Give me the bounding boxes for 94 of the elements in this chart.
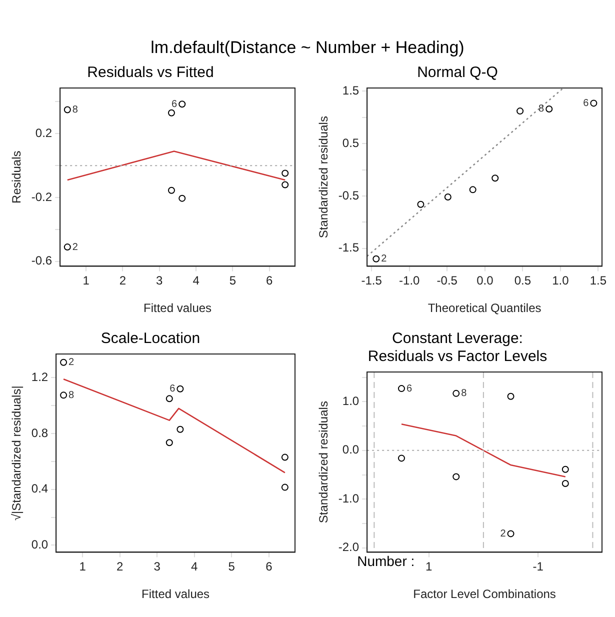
point [166,439,173,446]
point [166,395,173,402]
x-tick-label: 0.0 [476,274,494,288]
y-tick-label: 1.0 [342,394,360,408]
y-tick-label: -1.5 [338,240,360,255]
point [398,454,405,462]
y-tick-label: 0.4 [31,482,48,496]
x-tick-label: -1 [532,560,544,574]
annotation: 2 [72,242,78,253]
point [562,466,569,473]
y-tick-label: 0.2 [35,126,52,140]
x-tick-label: 4 [191,560,198,574]
y-tick-label: 1.5 [342,83,360,98]
point [281,454,288,461]
x-tick-label: -1.5 [361,274,382,288]
y-tick-label: -2.0 [338,540,360,554]
annotation: 2 [68,357,75,368]
x-tick-label: 1 [79,560,86,574]
annotation: 8 [68,390,75,401]
x-tick-label: 6 [266,560,273,574]
x-axis-title: Fitted values [144,301,212,316]
point [546,105,553,112]
point [417,200,424,208]
point [492,174,499,182]
annotation: 2 [381,254,388,265]
y-tick-label: 0.8 [31,426,48,440]
x-tick-label: 3 [154,560,161,574]
point [176,426,184,433]
x-axis-title: Theoretical Quantiles [428,301,542,316]
point [444,194,452,201]
x-tick-label: 1.0 [552,274,570,288]
point [176,385,184,392]
x-tick-label: 1 [425,560,432,574]
point [507,392,514,400]
x-tick-label: 3 [156,274,164,288]
text: Number : [357,553,415,570]
x-tick-label: 6 [266,274,273,288]
point [168,109,175,116]
point [590,100,598,107]
annotation: 6 [583,98,590,109]
annotation: 6 [172,98,178,110]
annotation: 8 [538,104,545,115]
point [178,194,186,202]
point [469,186,476,194]
point [507,530,514,538]
y-tick-label: -1.0 [338,491,360,506]
point [516,108,524,115]
annotation: 2 [500,528,506,540]
chart-title: Scale-Location [100,330,200,348]
y-axis-title: Residuals [10,150,24,204]
y-tick-label: -0.2 [31,190,52,204]
y-axis-title: √|Standardized residuals| [10,386,24,521]
point [64,106,71,114]
x-axis-title: Fitted values [142,587,210,602]
x-tick-label: 5 [228,560,236,574]
x-tick-label: 2 [119,274,126,288]
y-tick-label: 1.2 [31,370,48,384]
x-tick-label: 5 [229,274,236,288]
point [562,480,569,488]
point [168,186,175,194]
x-tick-label: 2 [116,560,124,574]
y-tick-label: 0.5 [342,136,360,150]
y-axis-title: Standardized residuals [316,401,331,524]
chart-title: Residuals vs Fitted [87,64,214,82]
point [60,392,68,399]
point [282,181,289,188]
point [60,358,68,366]
x-tick-label: 0.5 [514,274,532,288]
point [282,170,289,177]
y-axis-title: Standardized residuals [316,116,331,238]
point [452,390,460,397]
x-tick-label: 4 [192,274,200,288]
point [398,385,405,392]
annotation: 8 [461,388,468,400]
text: lm.default(Distance ~ Number + Heading) [150,38,464,58]
y-tick-label: 0.0 [31,538,48,552]
x-tick-label: -0.5 [436,274,458,288]
chart-title: Constant Leverage: Residuals vs Factor Levels [368,330,548,366]
annotation: 6 [406,383,412,394]
annotation: 8 [72,104,78,116]
point [372,255,380,262]
point [281,484,288,491]
x-axis-title: Factor Level Combinations [413,587,556,602]
x-tick-label: 1.5 [590,274,607,288]
point [64,244,71,251]
y-tick-label: 0.0 [342,442,360,457]
point [452,473,460,480]
x-tick-label: -1.0 [399,274,420,288]
x-tick-label: 1 [82,274,90,288]
chart-title: Normal Q-Q [417,64,498,82]
point [178,100,186,108]
y-tick-label: -0.6 [31,254,52,268]
y-tick-label: -0.5 [338,188,360,202]
annotation: 6 [170,384,176,395]
